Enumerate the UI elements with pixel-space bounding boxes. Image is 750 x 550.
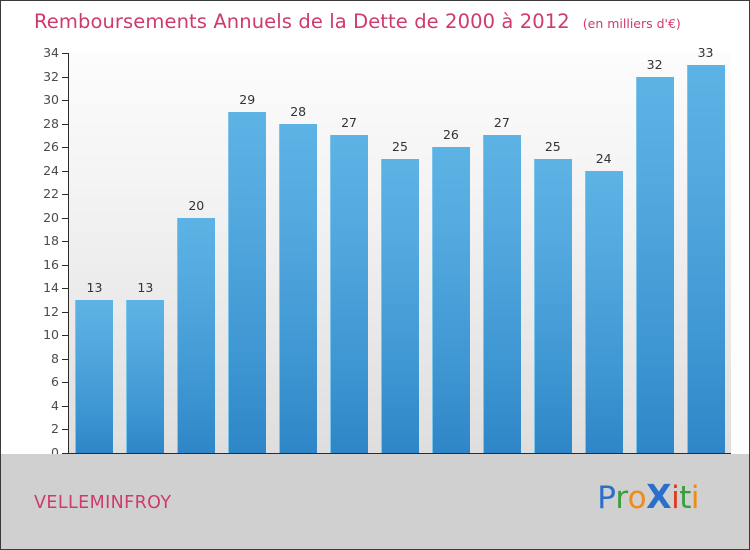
y-axis-tick-label: 28: [43, 115, 59, 131]
y-axis-tick: [62, 382, 69, 384]
chart-header: Remboursements Annuels de la Dette de 20…: [34, 10, 681, 33]
y-axis-tick-label: 0: [51, 445, 59, 460]
chart-canvas: Remboursements Annuels de la Dette de 20…: [1, 1, 749, 471]
logo-letter: i: [671, 480, 680, 516]
bar[interactable]: [635, 76, 674, 453]
y-axis-tick-label: 18: [43, 233, 59, 249]
y-axis-tick-label: 32: [43, 68, 59, 84]
commune-name: VELLEMINFROY: [34, 493, 172, 513]
bar-value-label: 27: [493, 115, 510, 131]
y-axis-tick: [62, 194, 69, 196]
bar-value-label: 29: [239, 91, 256, 107]
y-axis-tick: [62, 335, 69, 337]
y-axis-tick-label: 10: [43, 327, 59, 343]
y-axis-tick-label: 16: [43, 256, 59, 272]
x-label-band: [1, 454, 749, 464]
bar-value-label: 20: [188, 197, 205, 213]
bar[interactable]: [482, 135, 521, 453]
logo-letter: o: [627, 480, 647, 516]
y-axis-tick: [62, 453, 69, 454]
y-axis-tick: [62, 241, 69, 243]
logo-letter: i: [690, 480, 700, 516]
y-axis-tick: [62, 217, 69, 219]
y-axis-tick: [62, 53, 69, 54]
bar-value-label: 13: [137, 280, 154, 296]
y-axis-tick-label: 30: [43, 92, 59, 108]
y-axis-tick-label: 20: [43, 209, 59, 225]
bar[interactable]: [126, 300, 165, 453]
bar-value-label: 32: [646, 56, 663, 72]
bar[interactable]: [75, 300, 114, 453]
bar-value-label: 28: [290, 103, 307, 119]
y-axis-tick-label: 4: [51, 397, 59, 413]
bar[interactable]: [330, 135, 369, 453]
y-axis-tick-label: 12: [43, 303, 59, 319]
y-axis-tick: [62, 264, 69, 266]
logo-letter: X: [646, 477, 672, 516]
bar[interactable]: [533, 158, 572, 453]
y-axis-tick: [62, 358, 69, 360]
y-axis-tick-label: 22: [43, 186, 59, 202]
y-axis-tick-label: 34: [43, 45, 59, 60]
page-title: Remboursements Annuels de la Dette de 20…: [34, 10, 570, 33]
y-axis-tick: [62, 311, 69, 313]
logo-letter: r: [615, 480, 628, 516]
bar-value-label: 25: [544, 138, 561, 154]
y-axis-tick-label: 26: [43, 139, 59, 155]
y-axis-tick-label: 2: [51, 421, 59, 437]
x-axis-line: [68, 453, 731, 454]
bar-value-label: 24: [595, 150, 612, 166]
y-axis-tick: [62, 147, 69, 149]
y-axis-tick: [62, 288, 69, 290]
logo-letter: P: [597, 480, 616, 516]
bar[interactable]: [177, 217, 216, 453]
bar-value-label: 26: [442, 127, 459, 143]
logo-letter: t: [679, 480, 691, 516]
y-axis-line: [68, 53, 69, 454]
bar[interactable]: [686, 64, 725, 453]
y-axis-tick-label: 6: [51, 374, 59, 390]
bar[interactable]: [431, 147, 470, 453]
chart-subtitle: (en milliers d'€): [582, 16, 681, 31]
y-axis-tick: [62, 429, 69, 431]
bar[interactable]: [584, 170, 623, 453]
proxiti-logo[interactable]: ProXiti: [597, 480, 699, 514]
bar[interactable]: [381, 158, 419, 453]
y-axis-tick: [62, 76, 69, 78]
y-axis-tick-label: 8: [51, 350, 59, 366]
y-axis-tick: [62, 405, 69, 407]
bar-value-label: 25: [392, 138, 408, 154]
bar-value-label: 13: [86, 280, 103, 296]
y-axis-tick: [62, 170, 69, 172]
footer-bar: VELLEMINFROY ProXiti: [1, 464, 749, 549]
y-axis-tick-label: 24: [43, 162, 59, 178]
y-axis-tick-label: 14: [43, 280, 59, 296]
bar[interactable]: [228, 111, 267, 453]
bar[interactable]: [279, 123, 318, 453]
y-axis-tick: [62, 100, 69, 102]
y-axis-tick: [62, 123, 69, 125]
bar-value-label: 33: [697, 44, 714, 60]
bar-value-label: 27: [341, 115, 358, 131]
